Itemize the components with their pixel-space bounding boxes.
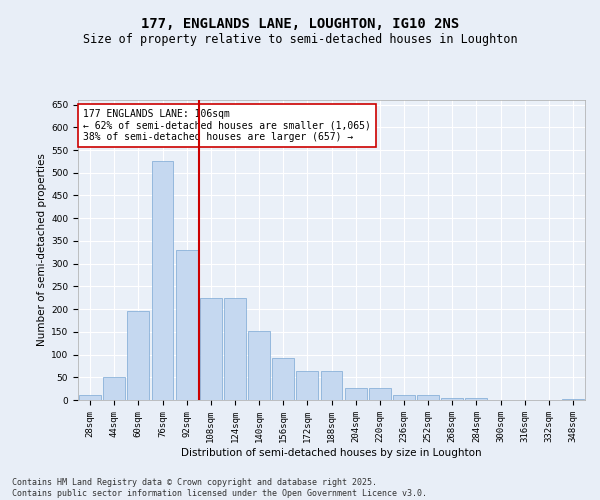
Text: Size of property relative to semi-detached houses in Loughton: Size of property relative to semi-detach… (83, 32, 517, 46)
X-axis label: Distribution of semi-detached houses by size in Loughton: Distribution of semi-detached houses by … (181, 448, 482, 458)
Bar (345, 388, 367, 400)
Bar (127, 312, 149, 400)
Bar (393, 394, 415, 400)
Bar (200, 298, 221, 400)
Bar (320, 372, 343, 400)
Bar (466, 398, 487, 400)
Bar (272, 358, 294, 400)
Bar (417, 394, 439, 400)
Bar (103, 378, 125, 400)
Bar (224, 298, 246, 400)
Text: 177 ENGLANDS LANE: 106sqm
← 62% of semi-detached houses are smaller (1,065)
38% : 177 ENGLANDS LANE: 106sqm ← 62% of semi-… (83, 109, 371, 142)
Text: 177, ENGLANDS LANE, LOUGHTON, IG10 2NS: 177, ENGLANDS LANE, LOUGHTON, IG10 2NS (141, 18, 459, 32)
Bar (296, 372, 318, 400)
Y-axis label: Number of semi-detached properties: Number of semi-detached properties (37, 154, 47, 346)
Bar (248, 331, 270, 400)
Bar (152, 162, 173, 400)
Bar (562, 398, 584, 400)
Bar (442, 398, 463, 400)
Bar (79, 394, 101, 400)
Bar (369, 388, 391, 400)
Bar (176, 250, 197, 400)
Text: Contains HM Land Registry data © Crown copyright and database right 2025.
Contai: Contains HM Land Registry data © Crown c… (12, 478, 427, 498)
